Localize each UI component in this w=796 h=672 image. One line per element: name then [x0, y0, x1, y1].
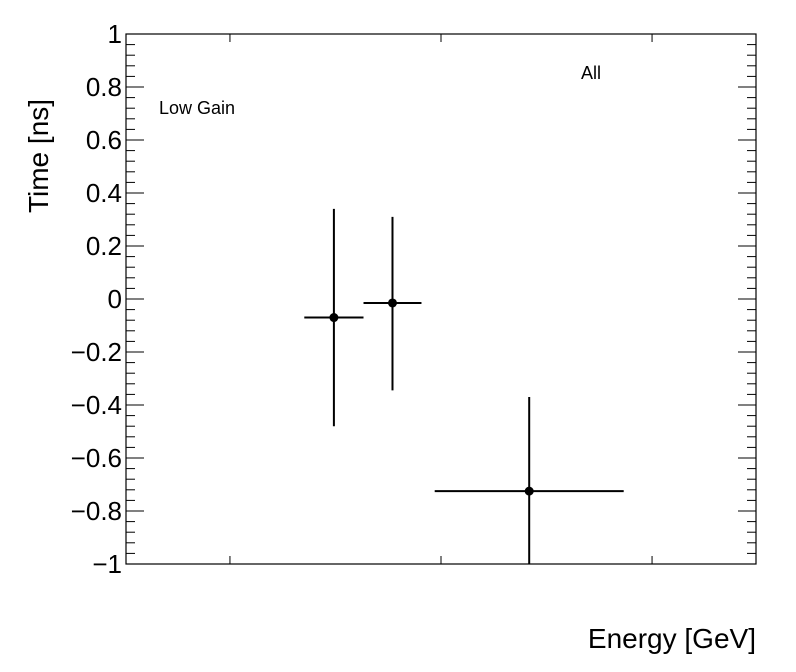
selection-annotation: All [581, 63, 601, 83]
y-tick-label: −0.2 [71, 337, 122, 367]
data-point-marker [524, 486, 534, 496]
y-tick-label: 0.8 [86, 72, 122, 102]
y-tick-label: −0.6 [71, 443, 122, 473]
axis-ticks [126, 33, 756, 565]
y-tick-label: 0.4 [86, 178, 122, 208]
y-tick-label: −0.8 [71, 496, 122, 526]
y-tick-label: 0 [108, 284, 122, 314]
data-points [304, 208, 624, 564]
y-axis-title: Time [ns] [23, 99, 54, 213]
y-tick-label: 0.2 [86, 231, 122, 261]
x-axis-title: Energy [GeV] [588, 623, 756, 654]
y-tick-labels: 1 0.8 0.6 0.4 0.2 0 −0.2 −0.4 −0.6 −0.8 −1 [71, 19, 122, 579]
gain-annotation: Low Gain [159, 98, 235, 118]
y-tick-label: 1 [108, 19, 122, 49]
y-tick-label: −0.4 [71, 390, 122, 420]
data-point-marker [387, 298, 397, 308]
y-tick-label: 0.6 [86, 125, 122, 155]
y-tick-label: −1 [92, 549, 122, 579]
data-point-marker [329, 313, 339, 323]
